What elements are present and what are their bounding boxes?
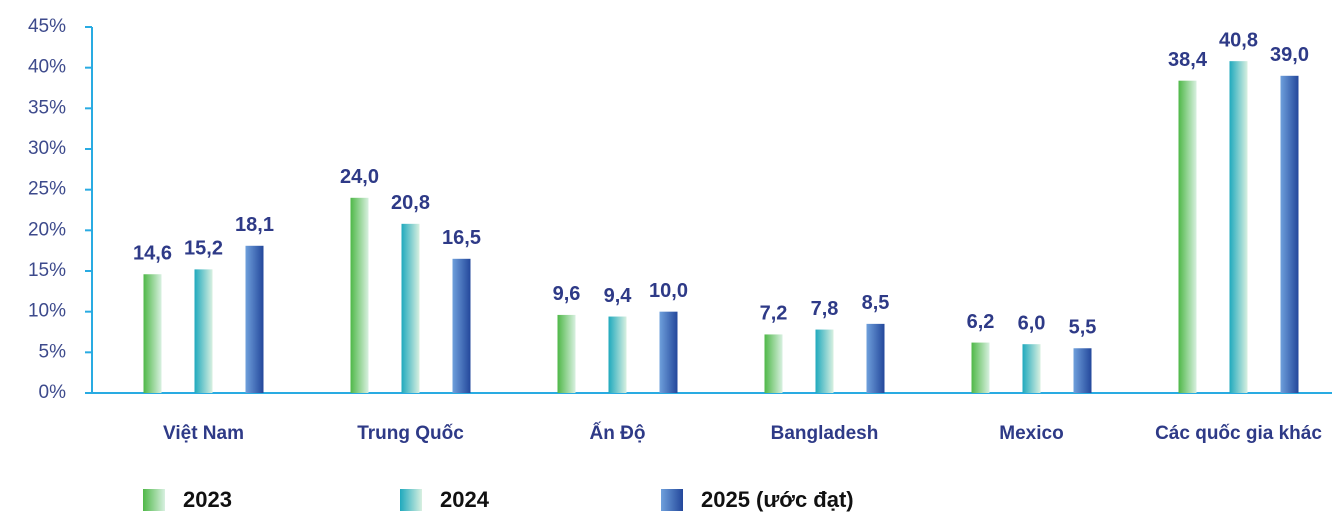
bar [1073, 348, 1092, 393]
value-label: 20,8 [391, 192, 430, 214]
value-label: 24,0 [340, 166, 379, 188]
x-tick-label: Bangladesh [771, 423, 879, 444]
value-label: 14,6 [133, 243, 172, 265]
value-label: 7,8 [811, 298, 839, 320]
bar [1229, 61, 1248, 393]
value-label: 39,0 [1270, 44, 1309, 66]
bar [1022, 344, 1041, 393]
legend-swatch [143, 489, 165, 511]
value-label: 9,4 [604, 285, 633, 307]
value-label: 38,4 [1168, 49, 1208, 71]
y-tick-label: 5% [39, 341, 67, 362]
y-tick-label: 40% [28, 57, 66, 78]
bar [764, 334, 783, 393]
x-tick-label: Mexico [999, 423, 1063, 444]
x-tick-label: Việt Nam [163, 423, 244, 444]
y-tick-label: 30% [28, 138, 66, 159]
bar [1280, 75, 1299, 394]
x-tick-label: Các quốc gia khác [1155, 423, 1322, 444]
x-tick-label: Trung Quốc [357, 423, 464, 444]
bar [245, 245, 264, 393]
y-tick-label: 10% [28, 301, 66, 322]
legend-swatch [400, 489, 422, 511]
value-label: 15,2 [184, 238, 223, 260]
bar [815, 329, 834, 393]
value-label: 40,8 [1219, 29, 1258, 51]
bar [143, 274, 162, 393]
y-tick-label: 45% [28, 16, 66, 37]
y-tick-label: 35% [28, 97, 66, 118]
bar [1178, 80, 1197, 394]
bar [350, 197, 369, 393]
value-label: 8,5 [862, 292, 890, 314]
y-tick-label: 0% [39, 382, 67, 403]
bar [659, 311, 678, 393]
value-label: 10,0 [649, 280, 688, 302]
value-label: 7,2 [760, 303, 788, 325]
y-tick-label: 20% [28, 219, 66, 240]
value-label: 18,1 [235, 214, 274, 236]
value-label: 6,2 [967, 311, 995, 333]
x-tick-label: Ấn Độ [590, 422, 646, 444]
bar [401, 223, 420, 393]
y-tick-label: 15% [28, 260, 66, 281]
bar [194, 269, 213, 393]
y-tick-label: 25% [28, 179, 66, 200]
value-label: 6,0 [1018, 312, 1046, 334]
value-label: 9,6 [553, 283, 581, 305]
bar [452, 258, 471, 393]
value-label: 16,5 [442, 227, 481, 249]
bar [557, 314, 576, 393]
legend-swatch [661, 489, 683, 511]
legend-label: 2025 (ước đạt) [701, 487, 854, 512]
bar [866, 323, 885, 393]
value-label: 5,5 [1069, 317, 1097, 339]
bar [971, 342, 990, 393]
legend-label: 2023 [183, 487, 232, 512]
legend-label: 2024 [440, 487, 490, 512]
bar [608, 316, 627, 393]
